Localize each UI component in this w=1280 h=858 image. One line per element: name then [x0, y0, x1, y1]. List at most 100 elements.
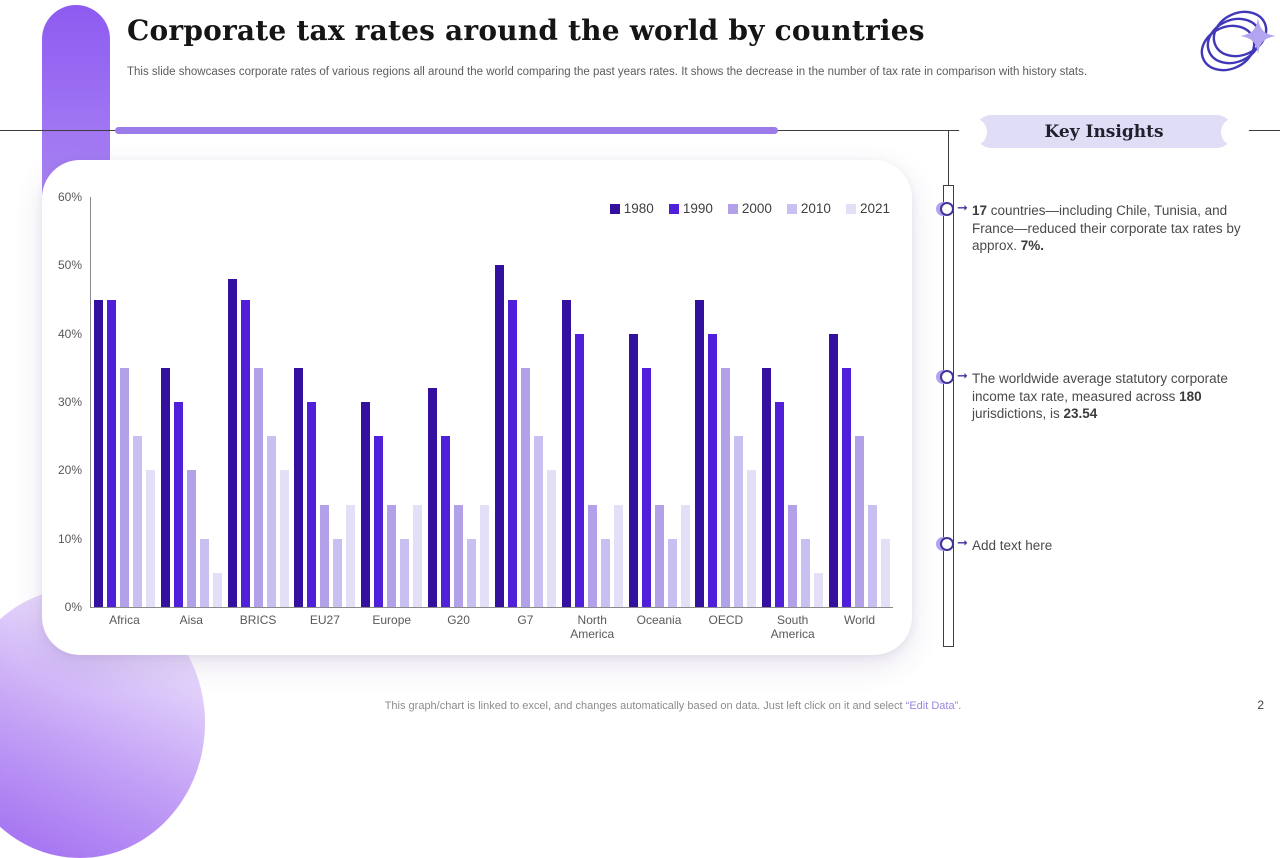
x-axis-label: North America — [570, 613, 615, 642]
bar-group-europe — [361, 197, 423, 607]
x-axis-label: G20 — [447, 613, 470, 627]
x-axis-line — [90, 607, 893, 608]
bar-1980 — [829, 333, 839, 607]
bar-1990 — [173, 402, 183, 607]
bar-2000 — [320, 504, 330, 607]
bar-1990 — [240, 299, 250, 607]
insight-text: Add text here — [972, 538, 1053, 553]
bar-2010 — [868, 504, 878, 607]
page-number: 2 — [1257, 698, 1264, 712]
x-axis-label: Oceania — [636, 613, 682, 627]
x-axis-label: World — [843, 613, 876, 627]
bar-2021 — [814, 572, 824, 607]
legend-item: 1980 — [609, 201, 654, 216]
bar-1990 — [106, 299, 116, 607]
bar-2000 — [721, 367, 731, 607]
x-axis-label: Europe — [372, 613, 412, 627]
bar-2010 — [667, 538, 677, 607]
bar-1980 — [628, 333, 638, 607]
bar-1990 — [441, 436, 451, 607]
bar-1980 — [294, 367, 304, 607]
bar-2021 — [480, 504, 490, 607]
y-tick-label: 10% — [57, 531, 82, 546]
x-axis-label: South America — [770, 613, 815, 642]
legend-swatch-icon — [609, 203, 620, 214]
bar-2021 — [279, 470, 289, 607]
bar-group-africa — [93, 197, 155, 607]
bar-1990 — [842, 367, 852, 607]
bar-2021 — [546, 470, 556, 607]
bar-2021 — [747, 470, 757, 607]
timeline-track — [943, 185, 954, 647]
bar-2021 — [680, 504, 690, 607]
y-tick-label: 20% — [57, 463, 82, 478]
x-axis-labels: Africa Aisa BRICS EU27 Europe G20 G7 North Amer… — [91, 613, 893, 642]
insight-text: 17 countries—including Chile, Tunisia, a… — [972, 203, 1241, 254]
footer-note: This graph/chart is linked to excel, and… — [384, 700, 962, 712]
bar-2000 — [387, 504, 397, 607]
bar-2000 — [587, 504, 597, 607]
bar-group-g20 — [428, 197, 490, 607]
insight-item-2[interactable]: ➞ The worldwide average statutory corpor… — [933, 369, 1259, 423]
legend-swatch-icon — [845, 203, 856, 214]
bar-group-world — [829, 197, 891, 607]
bar-group-g7 — [494, 197, 556, 607]
timeline-stem — [948, 131, 949, 185]
bar-2000 — [788, 504, 798, 607]
bar-group-aisa — [160, 197, 222, 607]
bar-2000 — [119, 367, 129, 607]
bar-2010 — [734, 436, 744, 607]
legend-item: 2021 — [845, 201, 890, 216]
bar-2010 — [400, 538, 410, 607]
bar-1990 — [574, 333, 584, 607]
x-axis-label: BRICS — [239, 613, 277, 627]
plot-area — [91, 197, 893, 607]
y-tick-label: 0% — [64, 600, 82, 614]
bar-2010 — [199, 538, 209, 607]
bar-group-eu27 — [294, 197, 356, 607]
bar-2010 — [266, 436, 276, 607]
bar-group-oecd — [695, 197, 757, 607]
chart-card[interactable]: 1980 1990 2000 2010 2021 0% 10% 20% 30% 40% 50% 60… — [42, 160, 912, 655]
bar-1990 — [775, 402, 785, 607]
legend-item: 2000 — [727, 201, 772, 216]
bar-2010 — [801, 538, 811, 607]
legend-item: 2010 — [786, 201, 831, 216]
bar-1980 — [160, 367, 170, 607]
insight-item-3[interactable]: ➞ Add text here — [933, 536, 1259, 555]
bar-1990 — [708, 333, 718, 607]
timeline-node-icon: ➞ — [940, 201, 968, 218]
insight-item-1[interactable]: ➞ 17 countries—including Chile, Tunisia,… — [933, 201, 1259, 255]
bar-1980 — [561, 299, 571, 607]
x-axis-label: Aisa — [179, 613, 203, 627]
bar-1990 — [507, 299, 517, 607]
x-axis-label: OECD — [708, 613, 744, 627]
timeline-node-icon: ➞ — [940, 536, 968, 553]
bar-1980 — [695, 299, 705, 607]
legend-item: 1990 — [668, 201, 713, 216]
bar-2010 — [333, 538, 343, 607]
bar-2010 — [467, 538, 477, 607]
bar-2000 — [520, 367, 530, 607]
bar-group-north-america — [561, 197, 623, 607]
legend-swatch-icon — [727, 203, 738, 214]
y-tick-label: 60% — [57, 190, 82, 204]
bar-2010 — [600, 538, 610, 607]
x-axis-label: EU27 — [309, 613, 340, 627]
legend-swatch-icon — [668, 203, 679, 214]
legend-swatch-icon — [786, 203, 797, 214]
bar-2000 — [454, 504, 464, 607]
bar-2021 — [145, 470, 155, 607]
y-tick-label: 30% — [57, 395, 82, 409]
bar-2021 — [881, 538, 891, 607]
bar-1980 — [428, 388, 438, 607]
bar-2021 — [413, 504, 423, 607]
bar-2000 — [253, 367, 263, 607]
bar-group-south-america — [762, 197, 824, 607]
y-tick-label: 40% — [57, 326, 82, 341]
key-insights-header: Key Insights — [975, 115, 1233, 148]
bar-2000 — [654, 504, 664, 607]
x-axis-label: G7 — [517, 613, 534, 627]
y-axis-line — [90, 197, 91, 607]
bar-group-brics — [227, 197, 289, 607]
